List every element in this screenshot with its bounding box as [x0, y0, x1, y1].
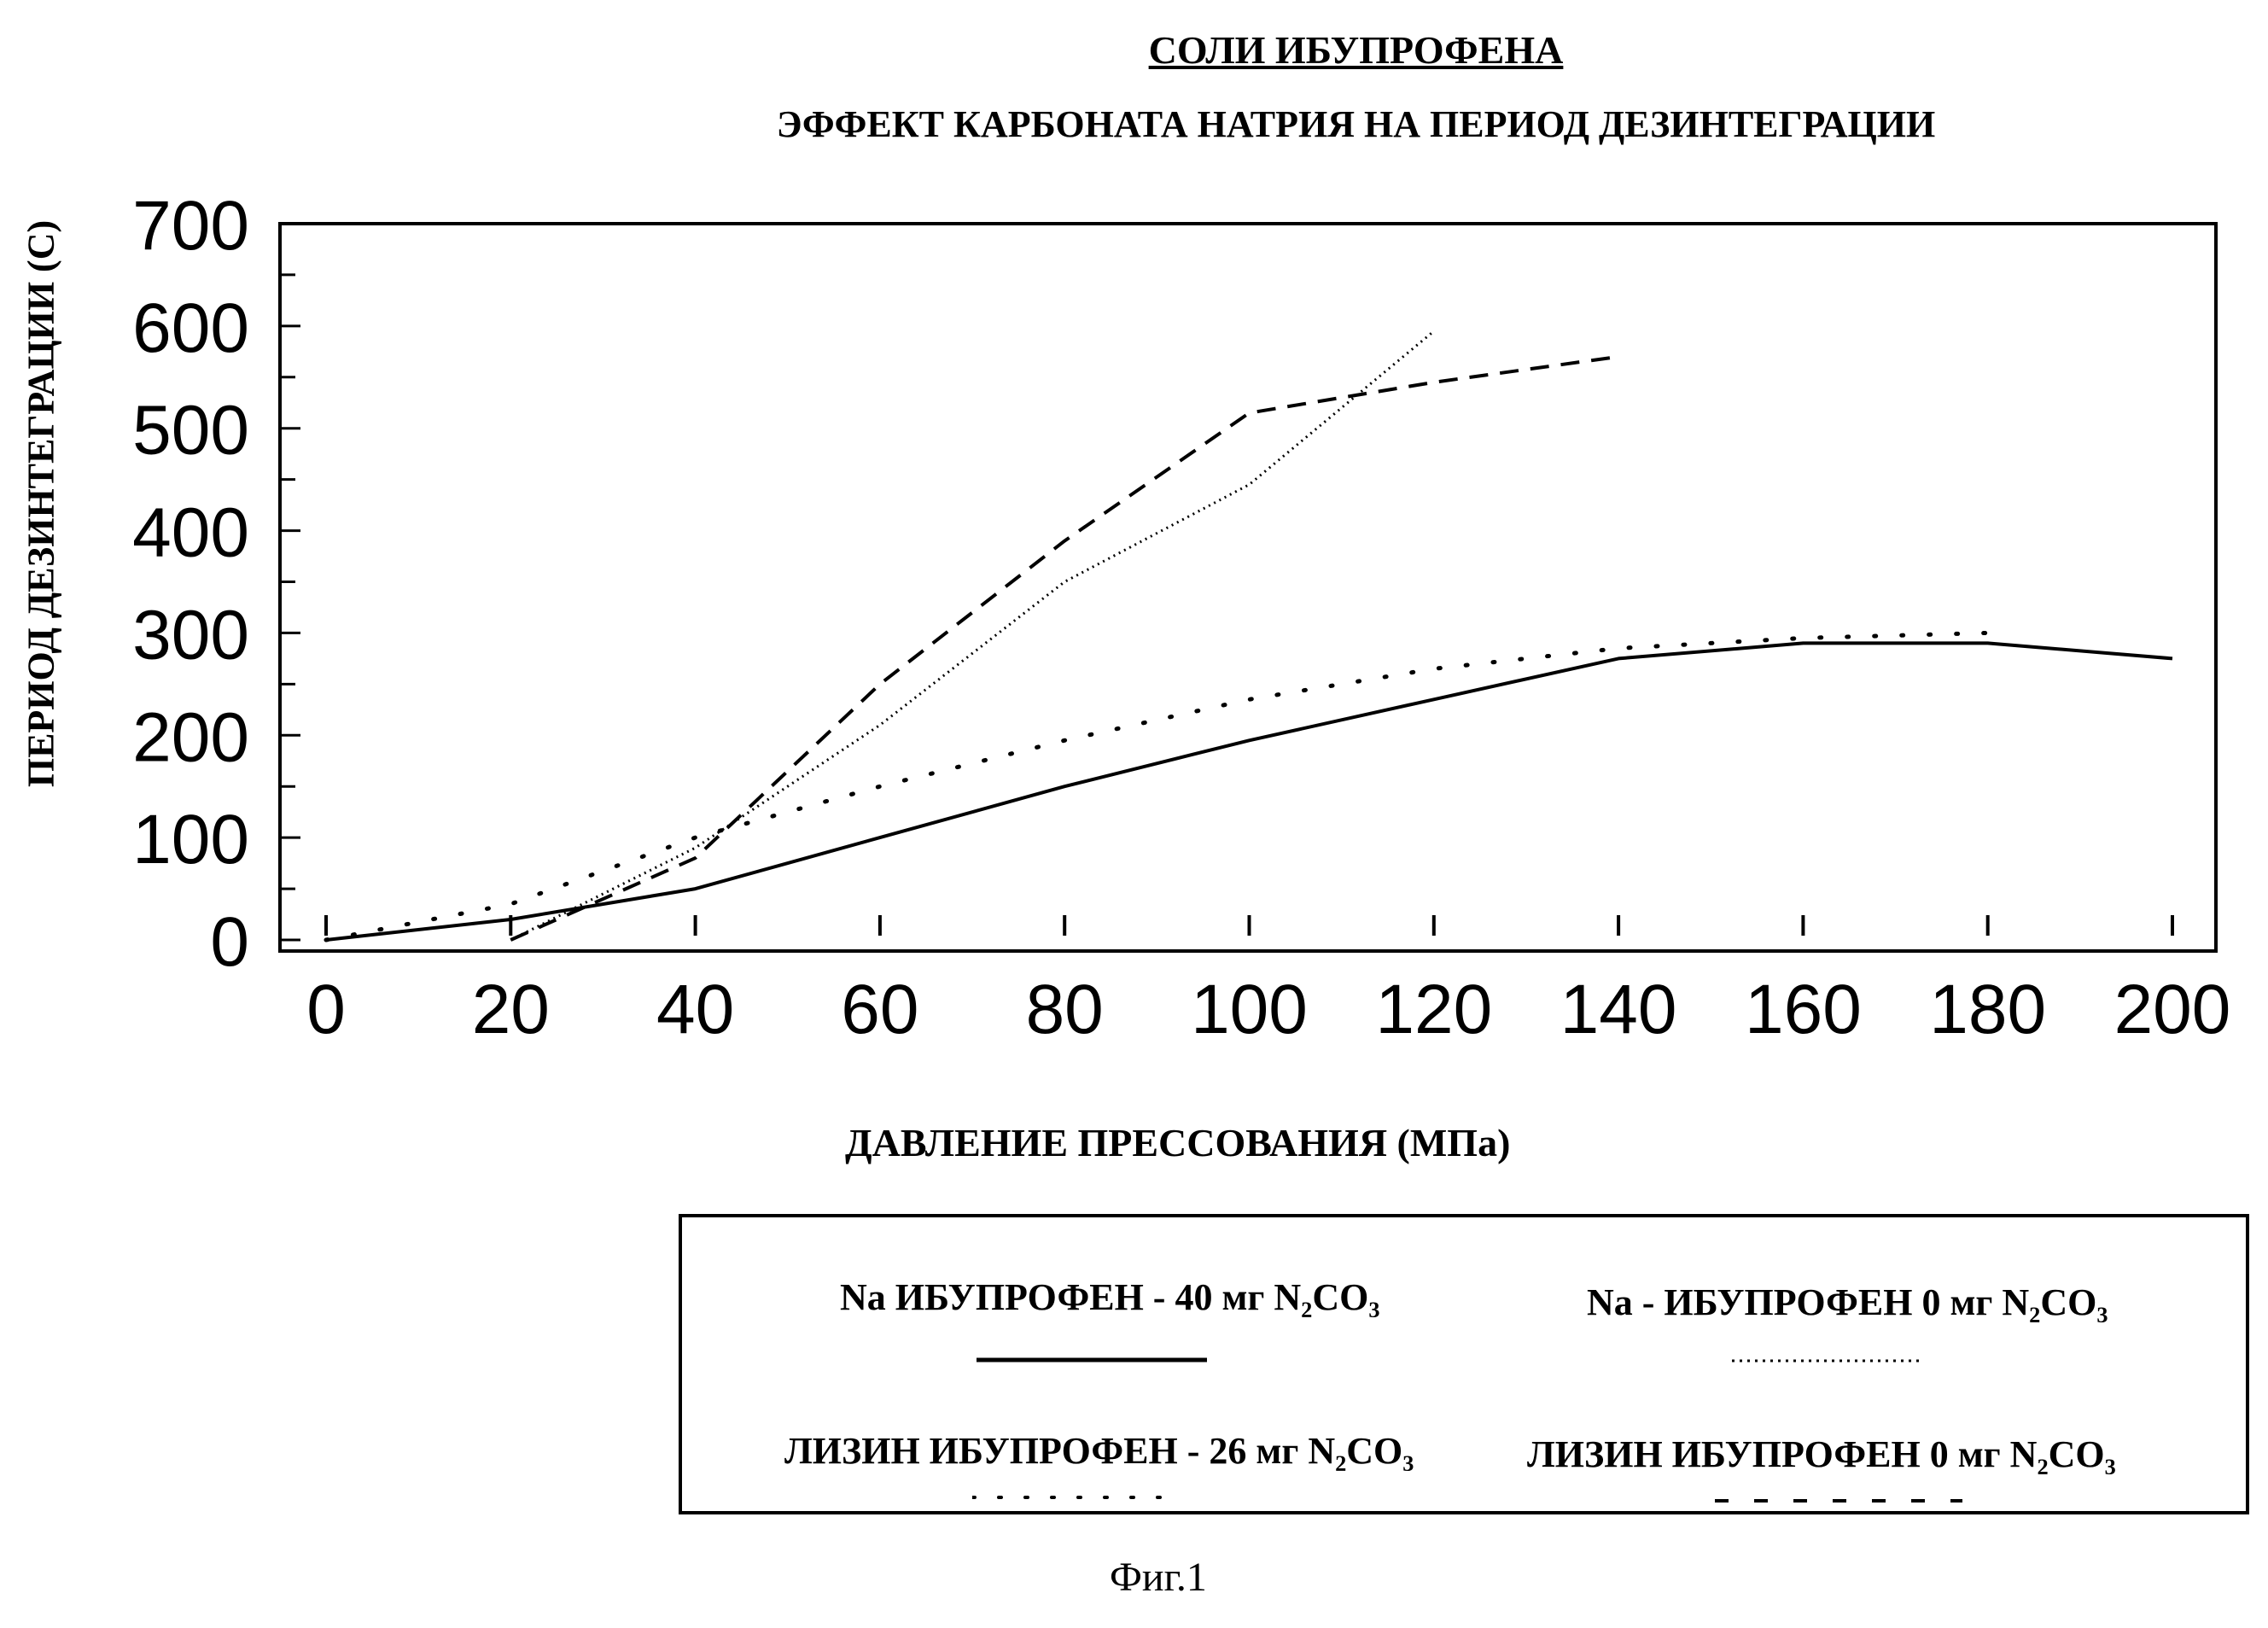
x-tick-label: 160 [1745, 971, 1862, 1048]
x-tick-label: 140 [1560, 971, 1677, 1048]
series-line-2 [510, 331, 1434, 940]
x-tick-label: 0 [306, 971, 346, 1048]
y-tick-label: 300 [132, 596, 249, 674]
legend-swatch-dense-dotted [1732, 1356, 1928, 1366]
x-tick-label: 200 [2114, 971, 2231, 1048]
y-axis-label: ПЕРИОД ДЕЗИНТЕГРАЦИИ (С) [20, 220, 63, 787]
x-tick-label: 60 [841, 971, 918, 1048]
y-tick-label: 700 [132, 187, 249, 265]
x-tick-label: 100 [1191, 971, 1308, 1048]
series-line-3 [326, 633, 1988, 940]
legend-label-lysine-26: ЛИЗИН ИБУПРОФЕН - 26 мг N₂CO₃ [784, 1429, 1414, 1473]
y-tick-label: 100 [132, 801, 249, 878]
legend-label-na-0: Na - ИБУПРОФЕН 0 мг N₂CO₃ [1587, 1281, 2108, 1324]
y-tick-label: 500 [132, 392, 249, 470]
x-tick-label: 120 [1375, 971, 1492, 1048]
x-tick-label: 80 [1026, 971, 1104, 1048]
legend-swatch-solid [977, 1354, 1216, 1366]
y-axis: 0 100 200 300 400 500 600 700 [132, 187, 300, 981]
series-line-1 [326, 643, 2172, 940]
x-tick-label: 180 [1929, 971, 2046, 1048]
figure-caption: Фиг.1 [1110, 1554, 1207, 1601]
y-tick-label: 400 [132, 494, 249, 572]
y-tick-label: 200 [132, 698, 249, 776]
legend-label-na-40: Na ИБУПРОФЕН - 40 мг N₂CO₃ [840, 1275, 1380, 1319]
x-tick-label: 40 [656, 971, 734, 1048]
series-line-4 [510, 357, 1618, 940]
x-axis-label: ДАВЛЕНИЕ ПРЕССОВАНИЯ (МПа) [845, 1120, 1510, 1165]
series-group [326, 331, 2172, 940]
x-axis: 0 20 40 60 80 100 120 140 160 180 200 [306, 915, 2230, 1048]
legend-swatch-dashed [1715, 1496, 1971, 1506]
y-tick-label: 600 [132, 289, 249, 367]
x-tick-label: 20 [472, 971, 550, 1048]
legend-label-lysine-0: ЛИЗИН ИБУПРОФЕН 0 мг N₂CO₃ [1527, 1433, 2116, 1476]
plot-frame [280, 224, 2216, 951]
legend-swatch-sparse-dotted [972, 1492, 1177, 1503]
legend: Na ИБУПРОФЕН - 40 мг N₂CO₃ Na - ИБУПРОФЕ… [679, 1214, 2249, 1514]
y-tick-label: 0 [210, 903, 249, 981]
